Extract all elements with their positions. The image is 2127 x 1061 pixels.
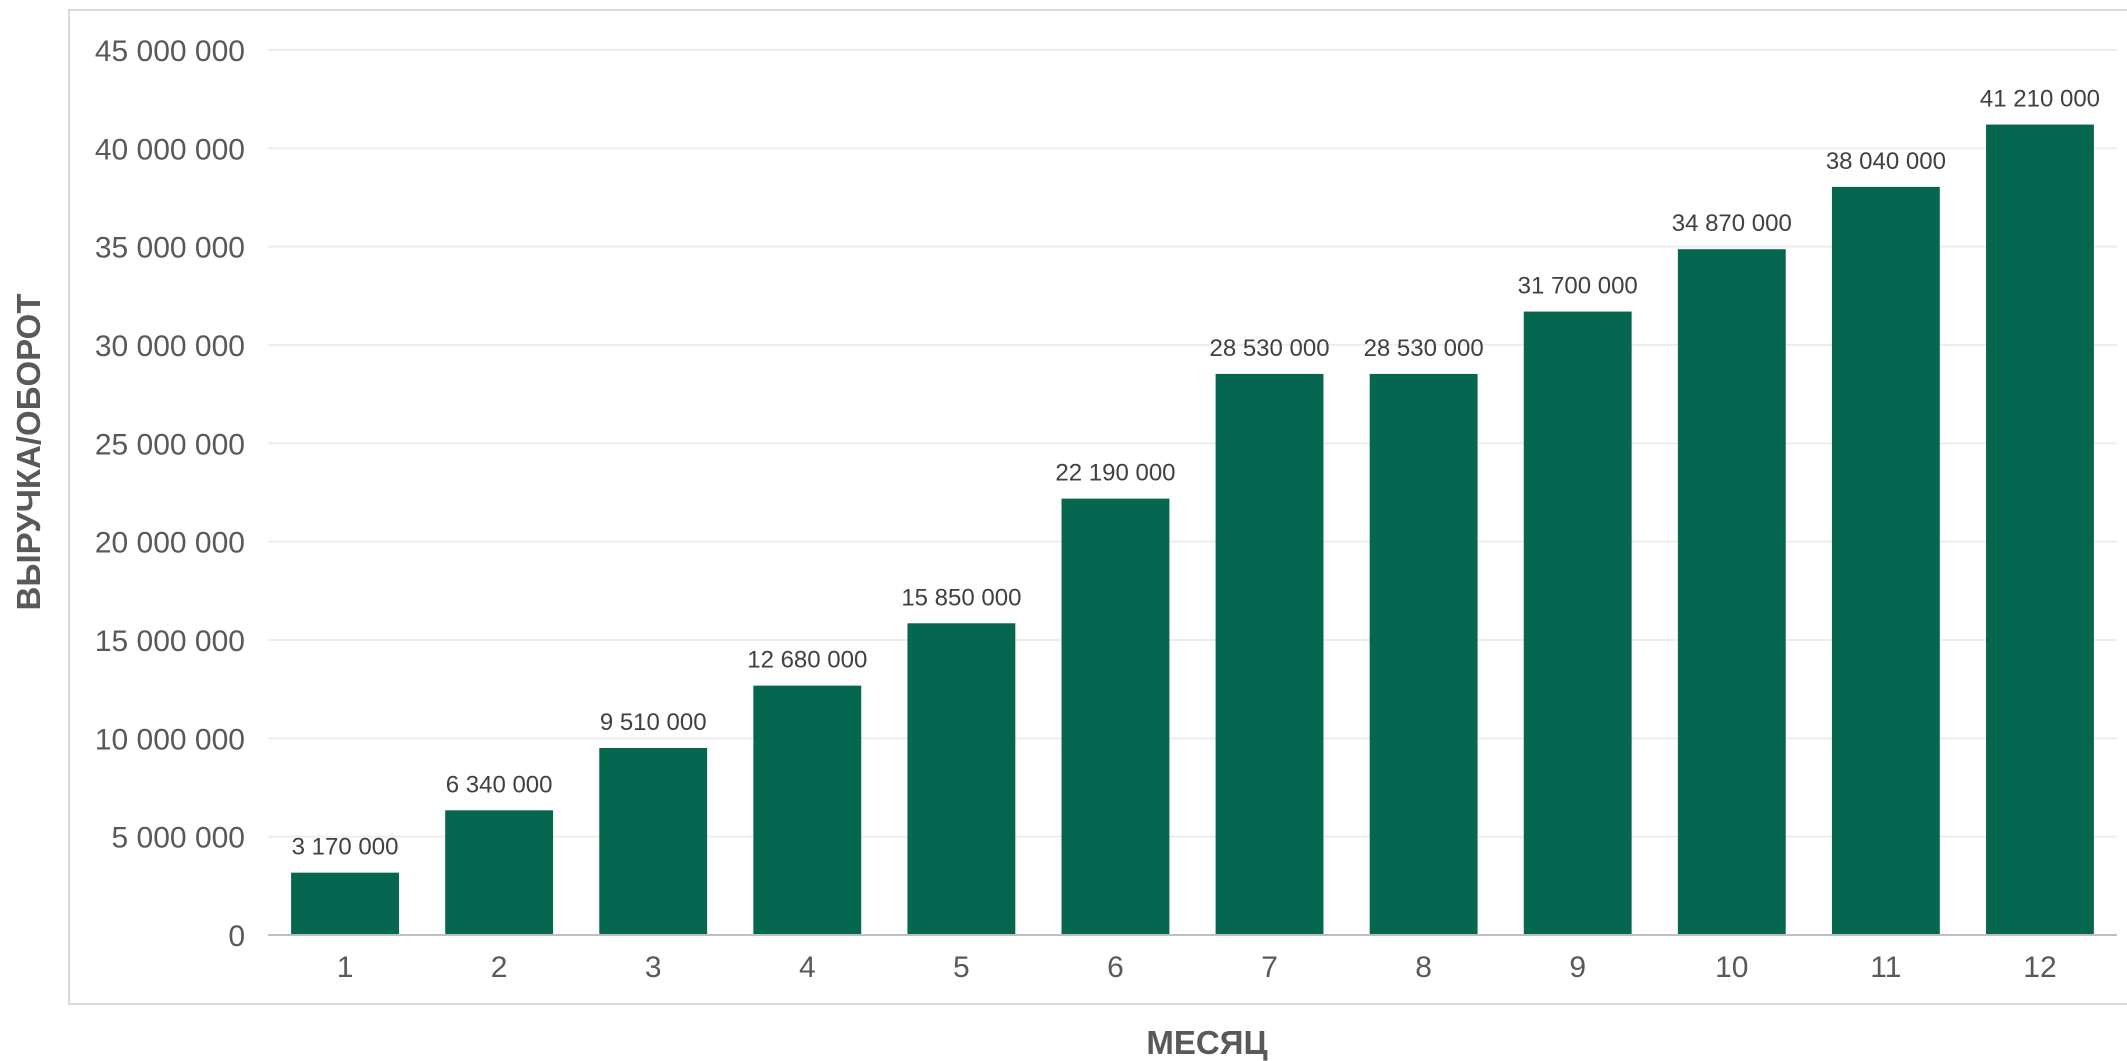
x-tick-label: 12 bbox=[2023, 951, 2056, 984]
bar bbox=[907, 623, 1016, 935]
bar bbox=[1523, 311, 1632, 936]
bar bbox=[753, 685, 862, 935]
bar-value-label: 28 530 000 bbox=[1209, 335, 1329, 362]
x-tick-label: 7 bbox=[1261, 951, 1278, 984]
bar-value-label: 28 530 000 bbox=[1364, 335, 1484, 362]
bars bbox=[291, 124, 2094, 936]
bar bbox=[1677, 249, 1786, 935]
x-tick-label: 9 bbox=[1569, 951, 1586, 984]
bar bbox=[1986, 124, 2094, 935]
y-tick-label: 10 000 000 bbox=[95, 723, 245, 756]
x-tick-label: 10 bbox=[1715, 951, 1748, 984]
x-axis-ticks: 1 2 3 4 5 6 7 8 9 10 11 12 bbox=[337, 951, 2057, 984]
bar-value-label: 22 190 000 bbox=[1055, 460, 1175, 487]
bar bbox=[1061, 498, 1170, 935]
y-tick-label: 40 000 000 bbox=[95, 133, 245, 166]
y-tick-label: 45 000 000 bbox=[95, 35, 245, 68]
x-tick-label: 8 bbox=[1415, 951, 1432, 984]
data-labels: 3 170 000 6 340 000 9 510 000 12 680 000 15 … bbox=[292, 86, 2100, 861]
bar-value-label: 6 340 000 bbox=[446, 771, 553, 798]
y-tick-label: 35 000 000 bbox=[95, 232, 245, 265]
bar bbox=[599, 747, 708, 935]
bar bbox=[445, 810, 554, 935]
x-tick-label: 6 bbox=[1107, 951, 1124, 984]
y-tick-label: 30 000 000 bbox=[95, 330, 245, 363]
y-tick-label: 15 000 000 bbox=[95, 625, 245, 658]
x-tick-label: 11 bbox=[1870, 951, 1901, 984]
bar-value-label: 41 210 000 bbox=[1980, 86, 2100, 113]
y-tick-label: 5 000 000 bbox=[112, 822, 245, 855]
bar bbox=[291, 872, 399, 935]
y-axis-ticks: 0 5 000 000 10 000 000 15 000 000 20 000 000… bbox=[95, 35, 245, 953]
x-tick-label: 1 bbox=[337, 951, 354, 984]
bar-value-label: 38 040 000 bbox=[1826, 148, 1946, 175]
bar-value-label: 9 510 000 bbox=[600, 709, 707, 736]
x-axis-title: МЕСЯЦ bbox=[1146, 1024, 1267, 1061]
x-tick-label: 2 bbox=[491, 951, 508, 984]
bar-value-label: 31 700 000 bbox=[1518, 273, 1638, 300]
y-tick-label: 0 bbox=[228, 920, 245, 953]
bar bbox=[1831, 186, 1940, 935]
bar-value-label: 34 870 000 bbox=[1672, 210, 1792, 237]
gridlines bbox=[268, 49, 2117, 838]
x-tick-label: 4 bbox=[799, 951, 816, 984]
bar bbox=[1215, 373, 1324, 935]
y-axis-title: ВЫРУЧКА/ОБОРОТ bbox=[10, 293, 47, 610]
y-tick-label: 20 000 000 bbox=[95, 527, 245, 560]
x-tick-label: 5 bbox=[953, 951, 970, 984]
x-tick-label: 3 bbox=[645, 951, 662, 984]
bar-value-label: 12 680 000 bbox=[747, 647, 867, 674]
bar-value-label: 15 850 000 bbox=[901, 584, 1021, 611]
y-tick-label: 25 000 000 bbox=[95, 428, 245, 461]
bar bbox=[1369, 373, 1478, 935]
bar-value-label: 3 170 000 bbox=[292, 834, 399, 861]
